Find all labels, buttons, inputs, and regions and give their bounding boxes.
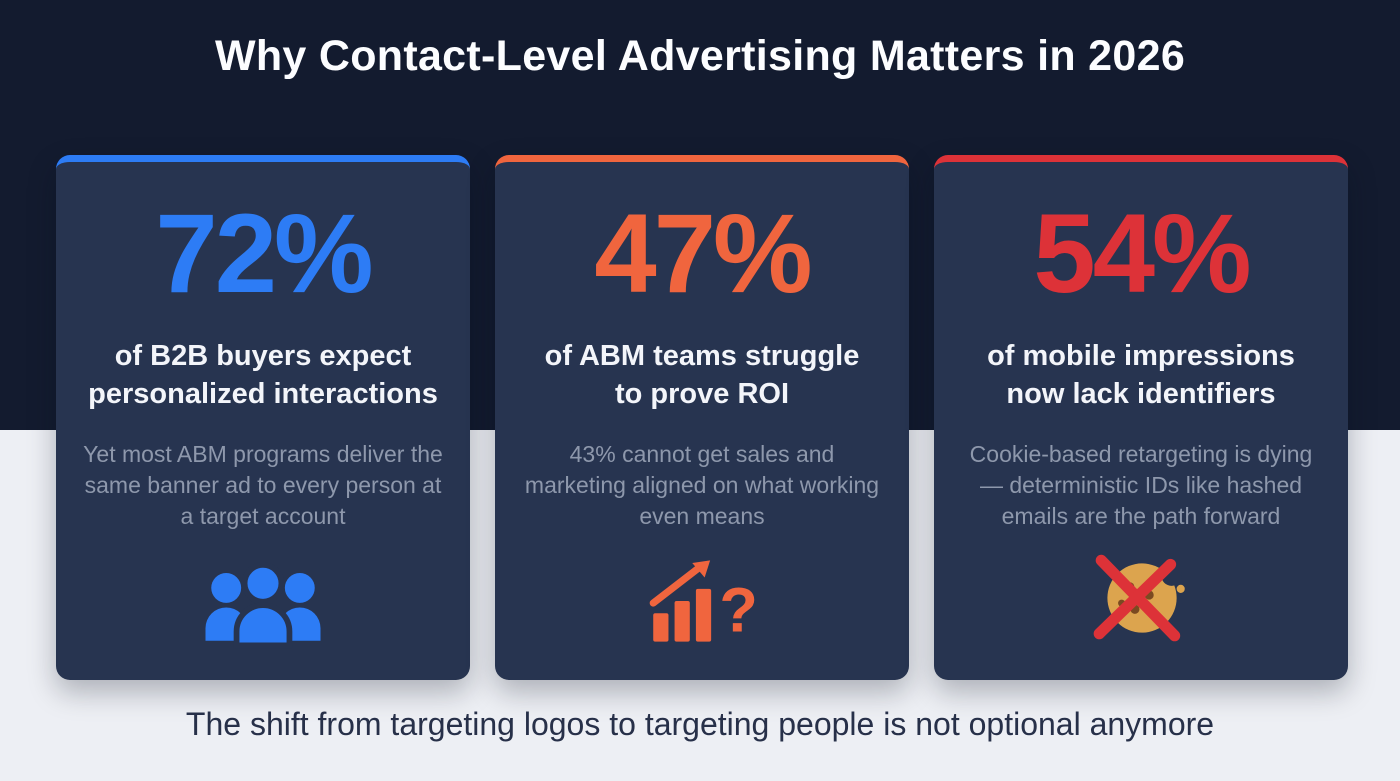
stat-subtext: Yet most ABM programs deliver the same b… (83, 441, 443, 530)
stat-card-b2b-buyers: 72% of B2B buyers expect personalized in… (56, 155, 470, 680)
blocked-cookie-icon (1085, 542, 1197, 650)
stat-value: 47% (594, 191, 812, 316)
stat-value: 72% (155, 191, 373, 316)
stat-card-mobile-identifiers: 54% of mobile impressions now lack ident… (934, 155, 1348, 680)
stat-value: 54% (1033, 191, 1251, 316)
growth-chart-question-icon-svg: ? (649, 560, 758, 646)
svg-text:?: ? (719, 576, 757, 646)
stat-subtext: 43% cannot get sales and marketing align… (524, 441, 880, 530)
stats-cards: 72% of B2B buyers expect personalized in… (56, 155, 1348, 680)
blocked-cookie-icon-svg (1093, 554, 1185, 642)
stat-headline: of B2B buyers expect personalized intera… (88, 340, 438, 410)
people-group-icon (194, 542, 332, 650)
stat-headline: of mobile impressions now lack identifie… (987, 340, 1295, 410)
stat-card-abm-roi: 47% of ABM teams struggle to prove ROI 4… (495, 155, 909, 680)
stat-headline: of ABM teams struggle to prove ROI (544, 340, 860, 410)
page-title: Why Contact-Level Advertising Matters in… (214, 32, 1186, 80)
people-group-icon-svg (205, 562, 321, 649)
footer-tagline: The shift from targeting logos to target… (185, 706, 1215, 742)
stat-subtext: Cookie-based retargeting is dying — dete… (969, 441, 1313, 530)
growth-chart-question-icon: ? (639, 542, 765, 650)
